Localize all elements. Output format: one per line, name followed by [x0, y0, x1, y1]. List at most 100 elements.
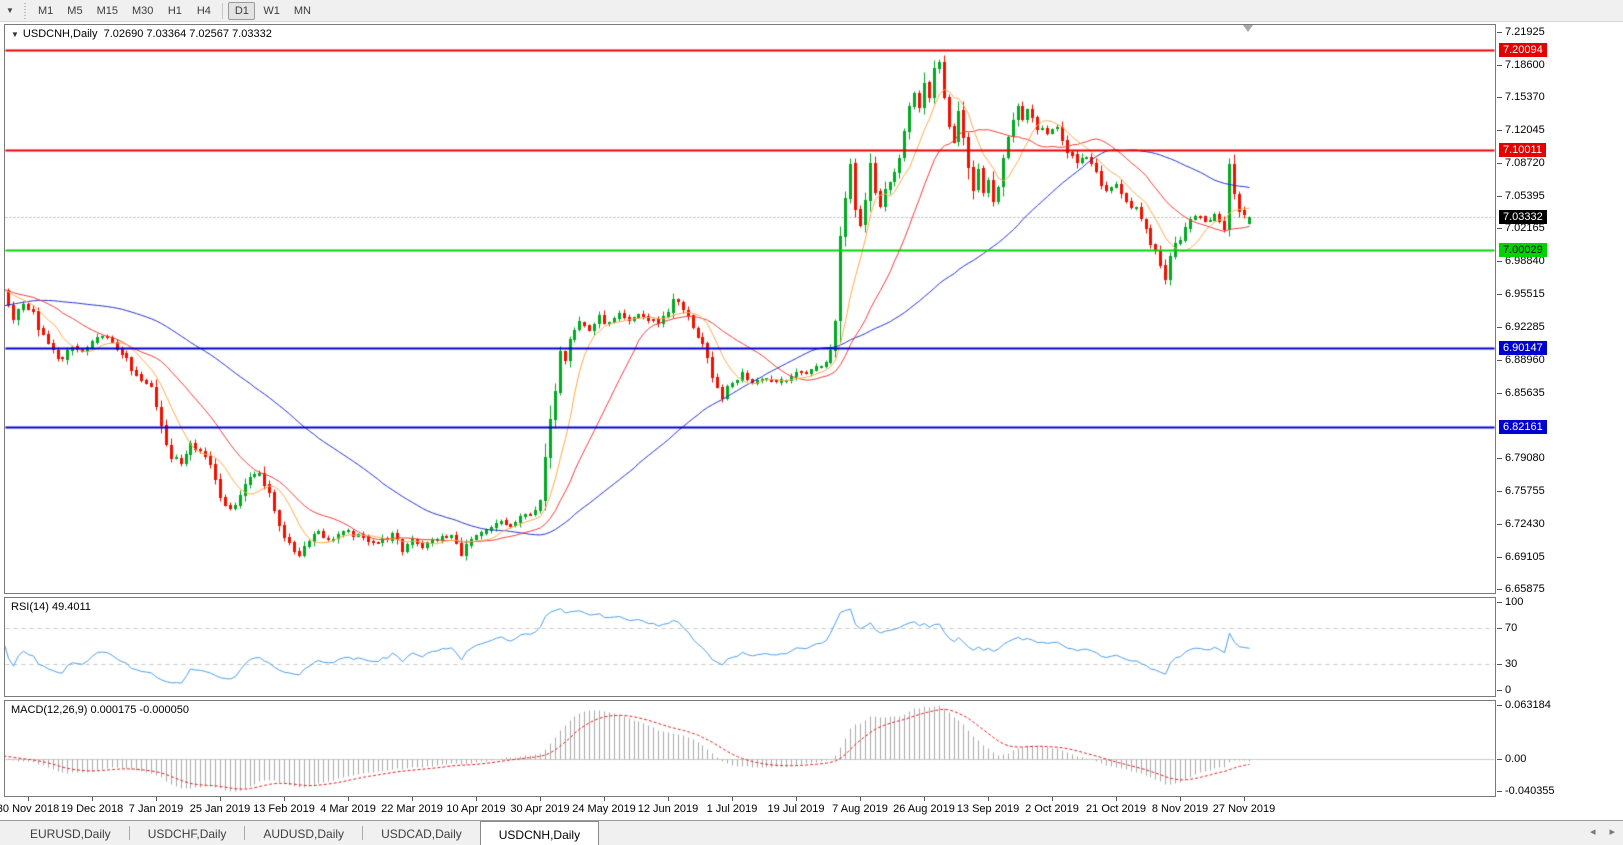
date-label: 7 Jan 2019 — [128, 803, 184, 815]
tab-eurusd-daily[interactable]: EURUSD,Daily — [30, 827, 111, 841]
timeframe-button-m15[interactable]: M15 — [96, 4, 118, 17]
timeframe-button-m5[interactable]: M5 — [67, 4, 83, 17]
price-badge-7-10011: 7.10011 — [1499, 143, 1546, 158]
date-label: 19 Jul 2019 — [767, 803, 825, 815]
date-label: 19 Dec 2018 — [60, 803, 124, 815]
date-tick — [1052, 797, 1053, 801]
date-label: 21 Oct 2019 — [1086, 803, 1146, 815]
date-tick — [668, 797, 669, 801]
price-tick-label: 7.21925 — [1497, 26, 1545, 39]
price-badge-7-03332: 7.03332 — [1499, 209, 1547, 224]
price-tick-label: 7.08720 — [1497, 157, 1545, 170]
price-tick-label: 7.05395 — [1497, 190, 1545, 203]
timeframe-button-mn[interactable]: MN — [293, 4, 311, 17]
price-badge-6-82161: 6.82161 — [1499, 420, 1547, 435]
price-tick-label: 6.95515 — [1497, 288, 1545, 301]
price-tick-label: 6.92285 — [1497, 321, 1545, 334]
macd-label: MACD(12,26,9) 0.000175 -0.000050 — [11, 704, 189, 716]
rsi-tick-label: 100 — [1497, 596, 1523, 609]
tab-scroll-right-icon[interactable]: ▸ — [1609, 826, 1615, 838]
date-tick — [220, 797, 221, 801]
macd-max-label: 0.063184 — [1497, 699, 1551, 712]
date-axis: 30 Nov 2018 19 Dec 2018 7 Jan 2019 25 Jan 2… — [0, 797, 1496, 820]
rsi-canvas[interactable] — [5, 598, 1495, 696]
date-tick — [412, 797, 413, 801]
rsi-tick-label: 70 — [1497, 622, 1517, 635]
timeframe-button-h4[interactable]: H4 — [196, 4, 211, 17]
price-tick-label: 6.88960 — [1497, 354, 1545, 367]
tab-separator — [128, 826, 130, 840]
date-tick — [1180, 797, 1181, 801]
tab-separator — [244, 826, 246, 840]
date-tick — [924, 797, 925, 801]
tab-scroll-left-icon[interactable]: ◂ — [1589, 826, 1596, 838]
tab-usdcad-daily[interactable]: USDCAD,Daily — [381, 827, 462, 841]
date-label: 24 May 2019 — [572, 803, 636, 815]
timeframe-button-m1[interactable]: M1 — [38, 4, 54, 17]
rsi-label: RSI(14) 49.4011 — [11, 601, 91, 613]
timeframe-buttons: M1 M5 M15 M30 H1 H4 D1 W1 MN — [31, 1, 318, 20]
price-axis: 7.21925 7.18600 7.15370 7.12045 7.08720 7.053… — [1497, 22, 1623, 820]
price-tick-label: 7.15370 — [1497, 91, 1545, 104]
price-tick-label: 6.79080 — [1497, 452, 1545, 465]
macd-zero-label: 0.00 — [1497, 753, 1526, 766]
price-tick-label: 6.75755 — [1497, 485, 1545, 498]
date-tick — [476, 797, 477, 801]
tab-audusd-daily[interactable]: AUDUSD,Daily — [263, 827, 345, 841]
date-label: 10 Apr 2019 — [446, 803, 506, 815]
price-tick-label: 6.85635 — [1497, 387, 1545, 400]
chart-title: ▼ USDCNH,Daily 7.02690 7.03364 7.02567 7.… — [11, 28, 272, 40]
tab-usdchf-daily[interactable]: USDCHF,Daily — [147, 827, 227, 841]
date-tick — [604, 797, 605, 801]
price-tick-label: 6.98840 — [1497, 255, 1545, 268]
rsi-panel: RSI(14) 49.4011 — [4, 597, 1496, 697]
date-label: 25 Jan 2019 — [189, 803, 251, 815]
toolbar-separator — [222, 2, 224, 19]
timeframe-button-h1[interactable]: H1 — [167, 4, 182, 17]
date-tick — [860, 797, 861, 801]
main-chart-canvas[interactable] — [5, 25, 1495, 593]
macd-canvas[interactable] — [5, 701, 1495, 796]
tab-usdcnh-daily[interactable]: USDCNH,Daily — [479, 821, 600, 845]
toolbar-grip — [23, 2, 28, 19]
price-tick-label: 7.02165 — [1497, 222, 1545, 235]
date-label: 8 Nov 2019 — [1151, 803, 1209, 815]
chart-collapse-icon[interactable]: ▼ — [11, 30, 19, 39]
toolbar-dropdown-icon[interactable]: ▼ — [6, 6, 14, 15]
price-badge-7-00029: 7.00029 — [1499, 242, 1547, 257]
chart-ohlc-values: 7.02690 7.03364 7.02567 7.03332 — [103, 28, 272, 40]
timeframe-button-w1[interactable]: W1 — [263, 4, 280, 17]
date-label: 12 Jun 2019 — [637, 803, 699, 815]
rsi-tick-label: 30 — [1497, 658, 1517, 671]
tabs: EURUSD,Daily USDCHF,Daily AUDUSD,Daily USDC… — [12, 821, 600, 845]
date-tick — [156, 797, 157, 801]
macd-panel: MACD(12,26,9) 0.000175 -0.000050 — [4, 700, 1496, 797]
timeframe-button-m30[interactable]: M30 — [131, 4, 154, 17]
date-label: 4 Mar 2019 — [320, 803, 376, 815]
date-tick — [796, 797, 797, 801]
date-tick — [1116, 797, 1117, 801]
rsi-tick-label: 0 — [1497, 684, 1511, 697]
date-label: 1 Jul 2019 — [706, 803, 758, 815]
macd-min-label: -0.040355 — [1497, 785, 1555, 798]
price-badge-6-90147: 6.90147 — [1499, 340, 1547, 355]
price-tick-label: 7.18600 — [1497, 59, 1545, 72]
tab-separator — [362, 826, 364, 840]
timeframe-toolbar: ▼ M1 M5 M15 M30 H1 H4 D1 W1 MN — [0, 0, 1623, 22]
date-label: 22 Mar 2019 — [381, 803, 443, 815]
date-tick — [284, 797, 285, 801]
tabbar-left-pad — [0, 821, 12, 845]
price-tick-label: 6.65875 — [1497, 583, 1545, 596]
timeframe-button-d1[interactable]: D1 — [228, 1, 256, 20]
date-label: 13 Sep 2019 — [956, 803, 1020, 815]
main-chart-panel: ▼ USDCNH,Daily 7.02690 7.03364 7.02567 7.… — [4, 24, 1496, 594]
date-label: 30 Nov 2018 — [0, 803, 60, 815]
date-label: 13 Feb 2019 — [253, 803, 315, 815]
date-label: 7 Aug 2019 — [832, 803, 888, 815]
chart-scroll-marker-icon — [1243, 25, 1253, 32]
date-tick — [92, 797, 93, 801]
date-label: 2 Oct 2019 — [1025, 803, 1079, 815]
tab-scroll-arrows: ◂ ▸ — [1590, 825, 1615, 838]
date-tick — [540, 797, 541, 801]
